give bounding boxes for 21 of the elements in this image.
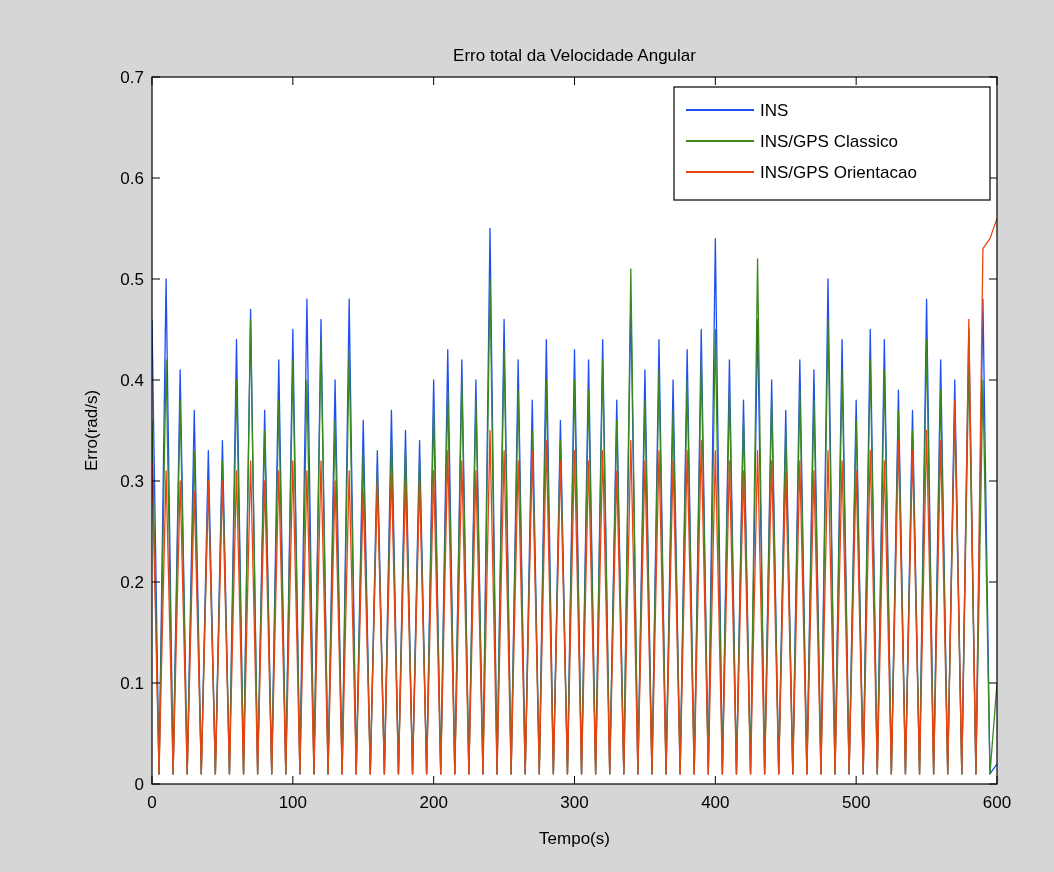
y-tick-label: 0.3 bbox=[120, 471, 144, 491]
y-tick-label: 0.2 bbox=[120, 572, 144, 592]
x-tick-label: 600 bbox=[982, 793, 1012, 812]
y-tick-label: 0.5 bbox=[120, 269, 144, 289]
y-tick-label: 0.4 bbox=[120, 370, 144, 390]
legend-label: INS bbox=[760, 100, 789, 120]
x-tick-label: 0 bbox=[147, 793, 157, 812]
x-axis-title: Tempo(s) bbox=[539, 829, 610, 848]
x-tick-label: 500 bbox=[841, 793, 871, 812]
chart-title: Erro total da Velocidade Angular bbox=[453, 46, 697, 65]
legend-label: INS/GPS Classico bbox=[760, 131, 898, 151]
x-tick-label: 200 bbox=[419, 793, 448, 812]
y-tick-label: 0.7 bbox=[120, 67, 144, 87]
legend-label: INS/GPS Orientacao bbox=[760, 162, 917, 182]
x-tick-label: 100 bbox=[278, 793, 308, 812]
y-tick-label: 0 bbox=[134, 774, 144, 794]
x-tick-label: 400 bbox=[701, 793, 730, 812]
y-tick-label: 0.1 bbox=[120, 673, 144, 693]
x-tick-label: 300 bbox=[560, 793, 589, 812]
y-axis-title: Erro(rad/s) bbox=[82, 389, 101, 472]
y-tick-label: 0.6 bbox=[120, 168, 144, 188]
